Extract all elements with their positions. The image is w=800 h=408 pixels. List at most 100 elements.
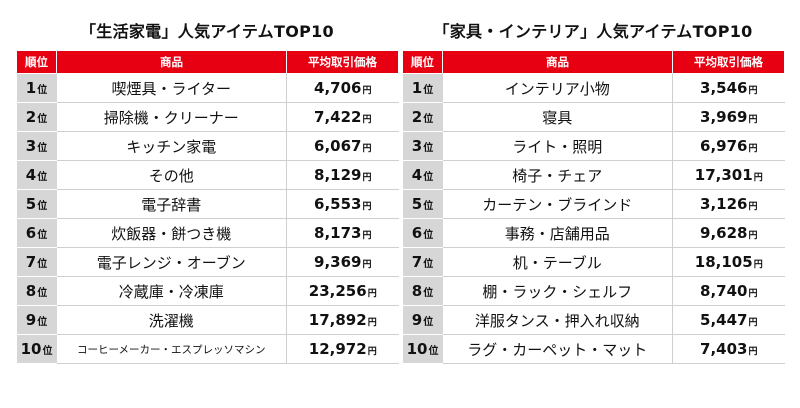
table-row: 10位 ラグ・カーペット・マット 7,403円 xyxy=(402,334,785,364)
rank-suffix: 位 xyxy=(37,288,48,299)
item-cell: 喫煙具・ライター xyxy=(56,73,287,103)
item-cell: キッチン家電 xyxy=(56,131,287,161)
rank-number: 2 xyxy=(25,108,37,126)
price-cell: 9,369円 xyxy=(286,247,399,277)
rank-cell: 2位 xyxy=(402,102,443,132)
table-row: 1位 喫煙具・ライター 4,706円 xyxy=(16,73,399,103)
item-header: 商品 xyxy=(56,50,287,74)
rank-cell: 8位 xyxy=(16,276,57,306)
table-row: 4位 椅子・チェア 17,301円 xyxy=(402,160,785,190)
price-value: 9,369 xyxy=(314,253,362,271)
rank-number: 4 xyxy=(25,166,37,184)
price-cell: 12,972円 xyxy=(286,334,399,364)
table-header-row: 順位 商品 平均取引価格 xyxy=(402,50,785,74)
rank-number: 6 xyxy=(411,224,423,242)
rank-cell: 7位 xyxy=(16,247,57,277)
rank-number: 1 xyxy=(411,79,423,97)
rank-cell: 7位 xyxy=(402,247,443,277)
furniture-panel: 「家具・インテリア」人気アイテムTOP10 順位 商品 平均取引価格 1位 インテ… xyxy=(402,14,785,364)
price-cell: 7,403円 xyxy=(672,334,785,364)
rank-suffix: 位 xyxy=(37,230,48,241)
rank-number: 4 xyxy=(411,166,423,184)
currency-suffix: 円 xyxy=(753,173,763,183)
price-cell: 17,892円 xyxy=(286,305,399,335)
rank-suffix: 位 xyxy=(423,143,434,154)
item-cell: カーテン・ブラインド xyxy=(442,189,673,219)
rank-cell: 3位 xyxy=(402,131,443,161)
currency-suffix: 円 xyxy=(748,202,758,212)
currency-suffix: 円 xyxy=(748,318,758,328)
currency-suffix: 円 xyxy=(748,86,758,96)
rank-number: 5 xyxy=(25,195,37,213)
item-cell: コーヒーメーカー・エスプレッソマシン xyxy=(56,334,287,364)
currency-suffix: 円 xyxy=(362,115,372,125)
item-cell: 冷蔵庫・冷凍庫 xyxy=(56,276,287,306)
price-cell: 4,706円 xyxy=(286,73,399,103)
rank-cell: 3位 xyxy=(16,131,57,161)
price-value: 9,628 xyxy=(700,224,748,242)
currency-suffix: 円 xyxy=(367,289,377,299)
price-value: 5,447 xyxy=(700,311,748,329)
rank-cell: 5位 xyxy=(16,189,57,219)
currency-suffix: 円 xyxy=(753,260,763,270)
currency-suffix: 円 xyxy=(362,231,372,241)
rank-number: 2 xyxy=(411,108,423,126)
rank-suffix: 位 xyxy=(37,114,48,125)
price-cell: 3,546円 xyxy=(672,73,785,103)
price-value: 7,422 xyxy=(314,108,362,126)
rank-number: 7 xyxy=(25,253,37,271)
price-cell: 8,740円 xyxy=(672,276,785,306)
table-row: 4位 その他 8,129円 xyxy=(16,160,399,190)
currency-suffix: 円 xyxy=(362,86,372,96)
furniture-title: 「家具・インテリア」人気アイテムTOP10 xyxy=(433,22,753,41)
table-row: 2位 寝具 3,969円 xyxy=(402,102,785,132)
currency-suffix: 円 xyxy=(362,260,372,270)
price-cell: 6,553円 xyxy=(286,189,399,219)
item-cell: 棚・ラック・シェルフ xyxy=(442,276,673,306)
rank-suffix: 位 xyxy=(423,230,434,241)
price-header: 平均取引価格 xyxy=(672,50,785,74)
rank-number: 10 xyxy=(20,340,42,358)
rank-number: 1 xyxy=(25,79,37,97)
item-cell: 机・テーブル xyxy=(442,247,673,277)
item-cell: ラグ・カーペット・マット xyxy=(442,334,673,364)
rank-number: 3 xyxy=(411,137,423,155)
price-cell: 3,126円 xyxy=(672,189,785,219)
item-cell: 炊飯器・餅つき機 xyxy=(56,218,287,248)
price-value: 18,105 xyxy=(694,253,753,271)
rank-suffix: 位 xyxy=(37,317,48,328)
rank-number: 10 xyxy=(406,340,428,358)
rank-suffix: 位 xyxy=(423,114,434,125)
item-cell: 電子辞書 xyxy=(56,189,287,219)
item-cell: 椅子・チェア xyxy=(442,160,673,190)
table-row: 7位 机・テーブル 18,105円 xyxy=(402,247,785,277)
table-row: 9位 洗濯機 17,892円 xyxy=(16,305,399,335)
price-value: 6,553 xyxy=(314,195,362,213)
rank-number: 8 xyxy=(411,282,423,300)
rank-cell: 1位 xyxy=(16,73,57,103)
price-cell: 7,422円 xyxy=(286,102,399,132)
rank-suffix: 位 xyxy=(423,172,434,183)
rank-suffix: 位 xyxy=(428,346,439,357)
rank-suffix: 位 xyxy=(37,201,48,212)
price-value: 12,972 xyxy=(308,340,367,358)
rank-suffix: 位 xyxy=(37,259,48,270)
price-value: 17,892 xyxy=(308,311,367,329)
rank-number: 8 xyxy=(25,282,37,300)
currency-suffix: 円 xyxy=(367,318,377,328)
rank-cell: 4位 xyxy=(16,160,57,190)
item-cell: 寝具 xyxy=(442,102,673,132)
price-cell: 6,976円 xyxy=(672,131,785,161)
table-row: 6位 事務・店舗用品 9,628円 xyxy=(402,218,785,248)
price-value: 3,969 xyxy=(700,108,748,126)
rank-number: 9 xyxy=(25,311,37,329)
price-value: 3,546 xyxy=(700,79,748,97)
currency-suffix: 円 xyxy=(748,144,758,154)
rank-number: 6 xyxy=(25,224,37,242)
table-row: 2位 掃除機・クリーナー 7,422円 xyxy=(16,102,399,132)
price-cell: 5,447円 xyxy=(672,305,785,335)
table-row: 5位 電子辞書 6,553円 xyxy=(16,189,399,219)
price-header: 平均取引価格 xyxy=(286,50,399,74)
rank-cell: 9位 xyxy=(402,305,443,335)
currency-suffix: 円 xyxy=(748,289,758,299)
